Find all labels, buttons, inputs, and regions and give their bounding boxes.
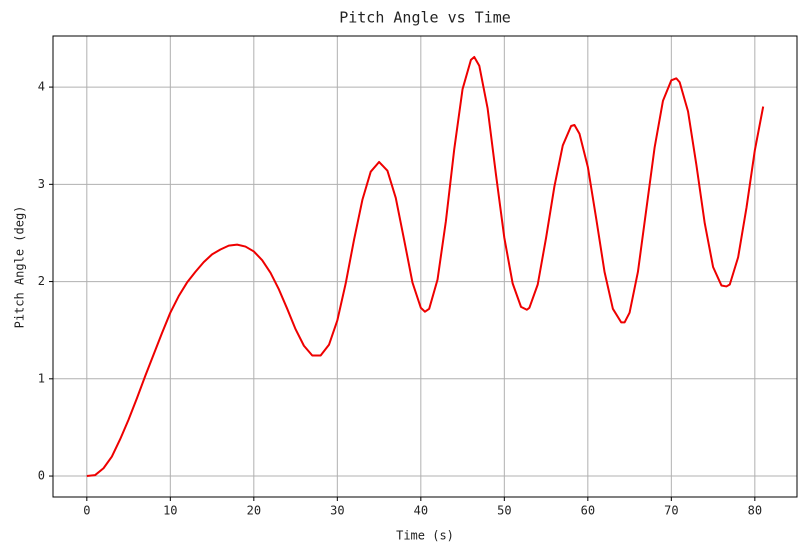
- x-tick-label: 40: [414, 504, 428, 518]
- line-series: [86, 55, 765, 478]
- y-tick-label: 2: [38, 274, 45, 288]
- x-tick-label: 30: [330, 504, 344, 518]
- y-tick-label: 3: [38, 177, 45, 191]
- x-axis-label: Time (s): [396, 529, 454, 543]
- x-tick-label: 80: [748, 504, 762, 518]
- x-tick-label: 10: [163, 504, 177, 518]
- plot-frame: [52, 35, 798, 498]
- y-tick-label: 1: [38, 371, 45, 385]
- y-tick-label: 0: [38, 469, 45, 483]
- x-tick-label: 50: [497, 504, 511, 518]
- y-axis-label: Pitch Angle (deg): [13, 206, 27, 329]
- x-tick-label: 70: [664, 504, 678, 518]
- x-tick-label: 0: [83, 504, 90, 518]
- y-tick-label: 4: [38, 80, 45, 94]
- chart-title: Pitch Angle vs Time: [339, 9, 511, 27]
- x-tick-label: 60: [581, 504, 595, 518]
- x-tick-label: 20: [247, 504, 261, 518]
